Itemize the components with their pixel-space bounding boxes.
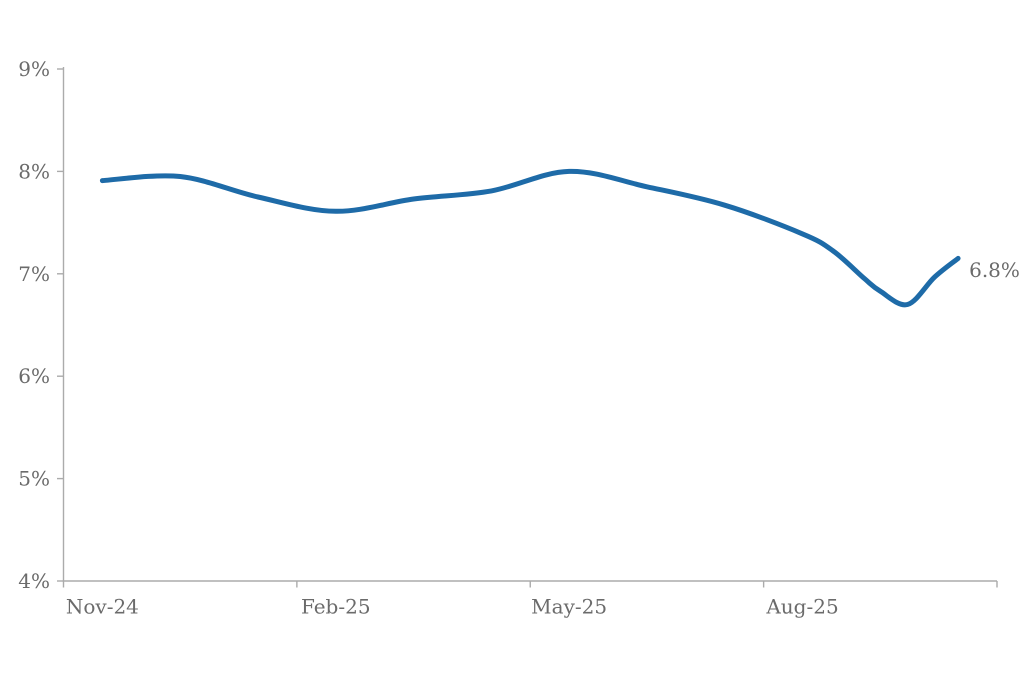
data-series-line <box>99 168 961 308</box>
x-axis-tick-label: Feb-25 <box>301 595 371 619</box>
last-value-label: 6.8% <box>969 258 1020 282</box>
x-axis-tick-label: Aug-25 <box>765 595 838 619</box>
x-axis-tick-label: May-25 <box>531 595 607 619</box>
y-axis-tick-label: 5% <box>18 467 50 491</box>
y-axis-tick-label: 9% <box>18 57 50 81</box>
y-axis-tick-label: 4% <box>18 569 50 593</box>
x-axis-tick-label: Nov-24 <box>66 595 139 619</box>
y-axis-tick-label: 8% <box>18 159 50 183</box>
y-axis-tick-label: 7% <box>18 262 50 286</box>
y-axis-tick-label: 6% <box>18 364 50 388</box>
